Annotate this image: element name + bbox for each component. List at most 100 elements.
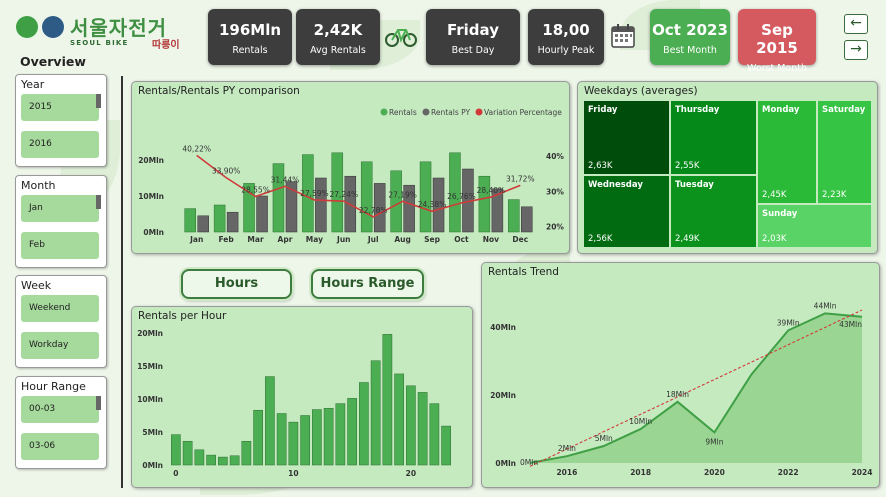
hour-bar: [229, 455, 240, 466]
trend-data-label: 18Mln: [666, 390, 689, 399]
kpi-value: 18,00: [542, 21, 590, 39]
slicer-title: Year: [21, 78, 45, 91]
y-tick-label: 0Mln: [142, 461, 163, 470]
x-tick-label: Nov: [483, 235, 499, 244]
kpi-label: Best Month: [663, 45, 717, 56]
x-tick-label: 2022: [778, 468, 799, 477]
slicer-option[interactable]: 00-03: [21, 396, 99, 423]
comparison-chart: Rentals Rentals PY Variation Percentage 0Ml…: [138, 108, 564, 244]
bicycle-icon: [385, 29, 417, 47]
kpi-value: 196Mln: [218, 21, 282, 39]
hour-bar: [194, 449, 205, 466]
y-tick-label: 20Mln: [138, 156, 164, 165]
hours-button[interactable]: Hours: [181, 269, 292, 299]
kpi-best-day: Friday Best Day: [426, 9, 520, 65]
variation-line: [196, 154, 521, 218]
variation-data-label: 33,90%: [212, 167, 241, 176]
x-tick-label: Feb: [218, 235, 234, 244]
treemap-tile-friday[interactable]: Friday 2,63K: [583, 100, 670, 175]
y-tick-label: 10Mln: [137, 395, 163, 404]
slicer-option[interactable]: Workday: [21, 332, 99, 359]
arrow-right-icon[interactable]: →: [844, 40, 868, 60]
x-tick-label: Apr: [278, 235, 293, 244]
slicer-option[interactable]: 2016: [21, 131, 99, 158]
hour-bar: [276, 413, 287, 466]
variation-data-label: 27,59%: [300, 189, 329, 198]
calendar-icon: [611, 24, 635, 48]
variation-data-label: 26,76%: [447, 192, 476, 201]
x-tick-label: 2016: [556, 468, 577, 477]
trend-data-label: 9Mln: [705, 437, 723, 446]
treemap-tile-saturday[interactable]: Saturday 2,23K: [817, 100, 872, 204]
rentals-py-bar: [226, 211, 239, 233]
rentals-bar: [419, 161, 432, 233]
rentals-py-bar: [373, 183, 386, 233]
rentals-bar: [508, 199, 520, 233]
slicer-scrollbar[interactable]: [96, 195, 101, 209]
trend-data-label: 10Mln: [629, 417, 652, 426]
treemap-tile-wednesday[interactable]: Wednesday 2,56K: [583, 175, 670, 248]
rentals-py-bar: [197, 215, 209, 233]
tile-value: 2,55K: [675, 161, 700, 171]
hour-bar: [441, 425, 451, 466]
chart-title: Rentals per Hour: [138, 310, 227, 322]
tile-value: 2,23K: [822, 190, 847, 200]
treemap-tile-thursday[interactable]: Thursday 2,55K: [670, 100, 757, 175]
rentals-per-hour-panel: Rentals per Hour 0Mln 5Mln 10Mln 15Mln 20Mln…: [131, 306, 473, 488]
rentals-trend-panel: Rentals Trend 0Mln 20Mln 40Mln 0Mln 2Mln 5Mln…: [481, 262, 880, 488]
slicer-option[interactable]: Weekend: [21, 295, 99, 322]
rentals-py-bar: [403, 184, 415, 233]
rentals-py-bar: [315, 177, 327, 233]
hour-bar: [171, 434, 181, 466]
x-tick-label: Jan: [189, 235, 203, 244]
y-tick-label: 20Mln: [137, 329, 163, 338]
kpi-avg-rentals: 2,42K Avg Rentals: [296, 9, 380, 65]
rentals-trend-chart: 0Mln 20Mln 40Mln 0Mln 2Mln 5Mln 10Mln 18Mln 9Mln…: [490, 301, 873, 477]
hour-bar: [417, 392, 428, 466]
hour-bar: [312, 409, 322, 466]
hour-bar: [253, 409, 263, 466]
y-tick-label: 15Mln: [137, 362, 163, 371]
x-tick-label: 2024: [852, 468, 873, 477]
hour-bar: [241, 440, 252, 466]
treemap-tile-monday[interactable]: Monday 2,45K: [757, 100, 817, 204]
tile-name: Thursday: [675, 105, 720, 115]
rentals-bar: [360, 161, 373, 233]
slicer-option[interactable]: 2015: [21, 94, 99, 121]
x-tick-label: 0: [173, 469, 178, 478]
sidebar-divider: [121, 76, 123, 488]
chart-title: Weekdays (averages): [584, 85, 698, 97]
hour-bar: [323, 407, 334, 466]
treemap-tile-tuesday[interactable]: Tuesday 2,49K: [670, 175, 757, 248]
hour-bar: [347, 398, 357, 466]
y-tick-label: 0Mln: [143, 228, 164, 237]
x-tick-label: Dec: [512, 235, 528, 244]
year-slicer: Year 2015 2016: [15, 74, 107, 167]
rentals-bar: [272, 163, 285, 233]
slicer-option[interactable]: 03-06: [21, 433, 99, 460]
slicer-scrollbar[interactable]: [96, 396, 101, 410]
comparison-chart-panel: Rentals/Rentals PY comparison Rentals Ren…: [131, 81, 570, 254]
hour-bar: [206, 454, 216, 466]
treemap-tile-sunday[interactable]: Sunday 2,03K: [757, 204, 872, 248]
x-tick-label: Jun: [336, 235, 350, 244]
x-tick-label: May: [306, 235, 323, 244]
logo-korean-text: 서울자전거: [70, 16, 167, 40]
slicer-option[interactable]: Jan: [21, 195, 99, 222]
variation-data-label: 31,44%: [271, 175, 300, 184]
x-tick-label: Mar: [247, 235, 264, 244]
x-tick-label: 10: [288, 469, 298, 478]
trend-data-label: 43Mln: [839, 320, 862, 329]
slicer-title: Month: [21, 179, 56, 192]
y2-tick-label: 40%: [546, 152, 564, 161]
arrow-left-icon[interactable]: ←: [844, 14, 868, 34]
hour-bar: [182, 440, 193, 466]
tile-name: Wednesday: [588, 180, 643, 190]
slicer-option[interactable]: Feb: [21, 232, 99, 259]
tile-name: Tuesday: [675, 180, 714, 190]
slicer-scrollbar[interactable]: [96, 94, 101, 108]
trend-line: [529, 312, 863, 464]
hours-range-button[interactable]: Hours Range: [311, 269, 424, 299]
x-tick-label: 20: [406, 469, 416, 478]
tile-name: Monday: [762, 105, 800, 115]
